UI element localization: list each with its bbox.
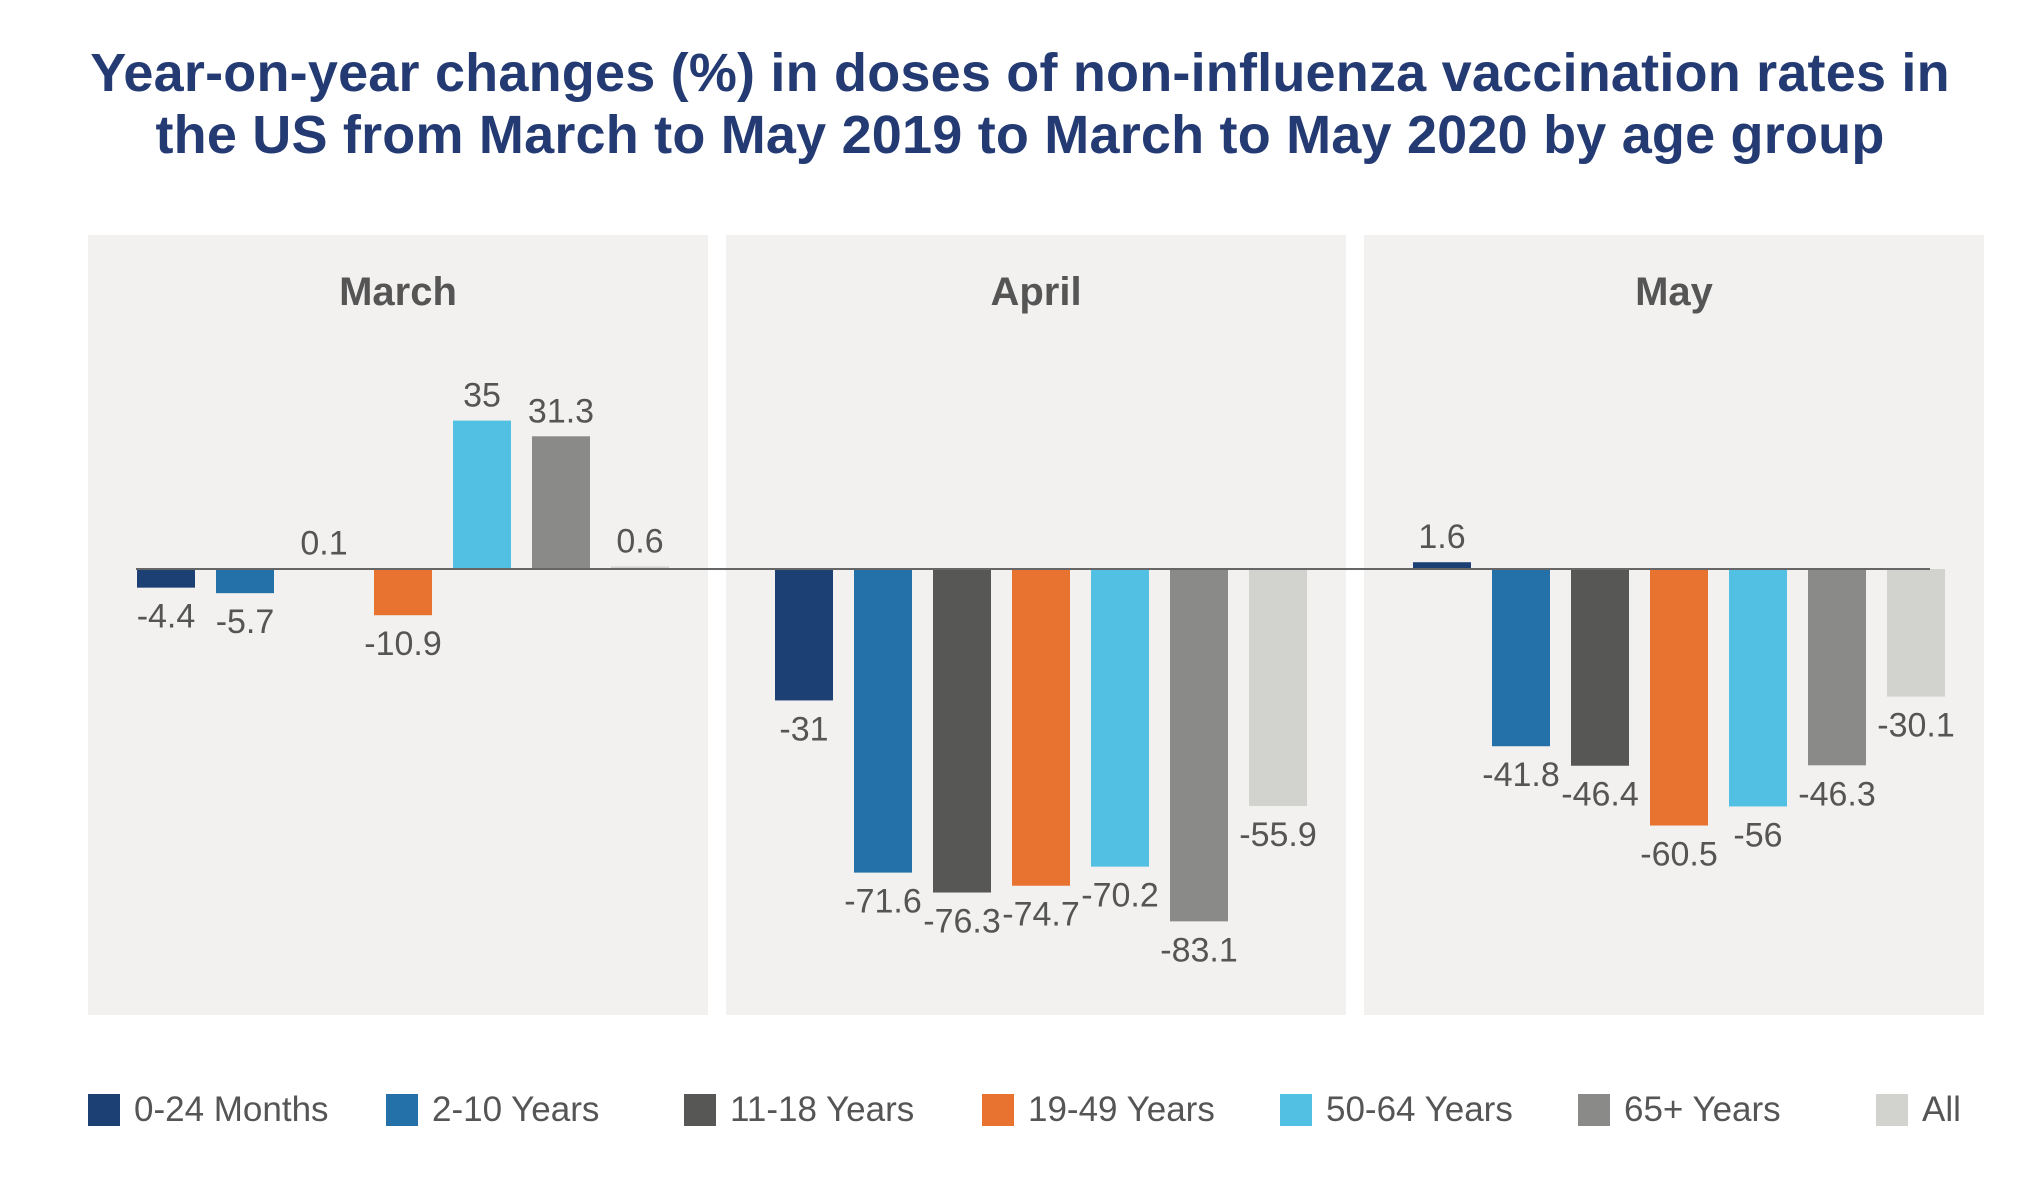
data-label-april-all: -55.9 xyxy=(1239,816,1317,854)
legend-item-19-49-years: 19-49 Years xyxy=(982,1086,1215,1134)
legend-item-11-18-years: 11-18 Years xyxy=(684,1086,914,1134)
legend-label-all: All xyxy=(1922,1090,1961,1129)
bar-march-all xyxy=(611,566,669,569)
legend-item-0-24-months: 0-24 Months xyxy=(88,1086,329,1134)
bar-may-0-24-months xyxy=(1413,562,1471,569)
data-label-march-50-64-years: 35 xyxy=(463,377,501,415)
legend-item-2-10-years: 2-10 Years xyxy=(386,1086,599,1134)
legend-swatch-50-64-years xyxy=(1280,1094,1312,1126)
legend-item-all: All xyxy=(1876,1086,1961,1134)
bar-may-50-64-years xyxy=(1729,569,1787,807)
data-label-may-0-24-months: 1.6 xyxy=(1418,518,1465,556)
data-label-march-2-10-years: -5.7 xyxy=(216,603,275,641)
legend-label-11-18-years: 11-18 Years xyxy=(730,1090,915,1129)
bar-may-65plus-years xyxy=(1808,569,1866,766)
chart-legend: 0-24 Months 2-10 Years 11-18 Years 19-49 Ye… xyxy=(88,1086,1988,1134)
panel-title-may: May xyxy=(1635,270,1714,314)
data-label-april-19-49-years: -74.7 xyxy=(1002,896,1080,934)
data-label-april-65plus-years: -83.1 xyxy=(1160,931,1238,969)
bar-april-50-64-years xyxy=(1091,569,1149,867)
legend-label-2-10-years: 2-10 Years xyxy=(432,1090,600,1129)
legend-swatch-0-24-months xyxy=(88,1094,120,1126)
data-label-march-all: 0.6 xyxy=(616,522,663,560)
data-label-may-50-64-years: -56 xyxy=(1733,816,1782,854)
data-label-march-19-49-years: -10.9 xyxy=(364,625,442,663)
bar-april-2-10-years xyxy=(854,569,912,873)
bar-may-19-49-years xyxy=(1650,569,1708,826)
data-label-may-all: -30.1 xyxy=(1877,707,1955,745)
data-label-may-65plus-years: -46.3 xyxy=(1798,775,1876,813)
data-label-april-50-64-years: -70.2 xyxy=(1081,877,1159,915)
bar-april-19-49-years xyxy=(1012,569,1070,886)
chart-title-line-1: Year-on-year changes (%) in doses of non… xyxy=(90,43,1950,103)
data-label-may-19-49-years: -60.5 xyxy=(1640,836,1718,874)
legend-label-50-64-years: 50-64 Years xyxy=(1326,1090,1513,1129)
bar-march-19-49-years xyxy=(374,569,432,616)
legend-label-19-49-years: 19-49 Years xyxy=(1028,1090,1215,1129)
bar-april-11-18-years xyxy=(933,569,991,893)
chart-title-line-2: the US from March to May 2019 to March t… xyxy=(155,105,1885,165)
legend-swatch-65plus-years xyxy=(1578,1094,1610,1126)
legend-swatch-all xyxy=(1876,1094,1908,1126)
data-label-may-11-18-years: -46.4 xyxy=(1561,776,1639,814)
legend-swatch-2-10-years xyxy=(386,1094,418,1126)
bar-april-0-24-months xyxy=(775,569,833,701)
data-label-april-0-24-months: -31 xyxy=(779,710,828,748)
bar-march-50-64-years xyxy=(453,420,511,569)
data-label-april-2-10-years: -71.6 xyxy=(844,883,922,921)
legend-label-65plus-years: 65+ Years xyxy=(1624,1090,1781,1129)
legend-swatch-11-18-years xyxy=(684,1094,716,1126)
data-label-may-2-10-years: -41.8 xyxy=(1482,756,1560,794)
legend-swatch-19-49-years xyxy=(982,1094,1014,1126)
data-label-march-11-18-years: 0.1 xyxy=(300,525,347,563)
bar-april-65plus-years xyxy=(1170,569,1228,922)
legend-item-50-64-years: 50-64 Years xyxy=(1280,1086,1513,1134)
bar-april-all xyxy=(1249,569,1307,807)
legend-label-0-24-months: 0-24 Months xyxy=(134,1090,329,1129)
bar-may-2-10-years xyxy=(1492,569,1550,747)
bar-may-all xyxy=(1887,569,1945,697)
panel-title-march: March xyxy=(339,270,457,314)
legend-item-65plus-years: 65+ Years xyxy=(1578,1086,1781,1134)
data-label-april-11-18-years: -76.3 xyxy=(923,903,1001,941)
bar-march-2-10-years xyxy=(216,569,274,594)
bar-may-11-18-years xyxy=(1571,569,1629,766)
panel-title-april: April xyxy=(990,270,1081,314)
data-label-march-65plus-years: 31.3 xyxy=(528,392,594,430)
bar-march-65plus-years xyxy=(532,436,590,569)
bar-march-0-24-months xyxy=(137,569,195,588)
chart-title: Year-on-year changes (%) in doses of non… xyxy=(0,42,2040,166)
panel-march xyxy=(88,235,708,1015)
data-label-march-0-24-months: -4.4 xyxy=(137,598,196,636)
bar-chart: -4.4 -5.70.1-10.935 31.30.6-31-71.6-76.3 -7… xyxy=(88,235,1984,1015)
